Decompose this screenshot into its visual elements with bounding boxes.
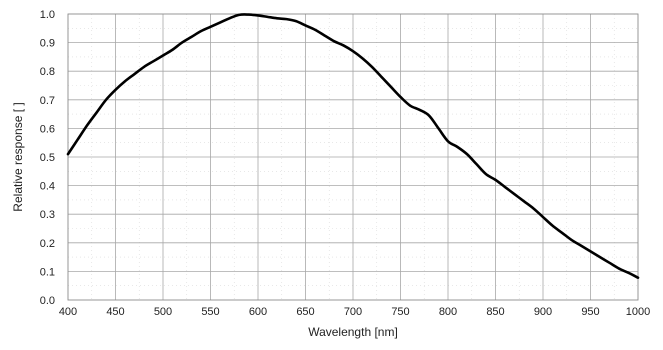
y-tick-label: 0.1 xyxy=(40,266,55,278)
y-tick-label: 0.8 xyxy=(40,66,55,78)
x-tick-label: 400 xyxy=(59,306,77,318)
y-axis-title: Relative response [ ] xyxy=(11,102,25,211)
y-axis-ticks: 0.0 0.1 0.2 0.3 0.4 0.5 0.6 0.7 0.8 0.9 1.0 xyxy=(40,9,55,307)
y-tick-label: 0.3 xyxy=(40,209,55,221)
series-line xyxy=(66,13,640,279)
y-tick-label: 1.0 xyxy=(40,9,55,21)
x-tick-label: 650 xyxy=(296,306,314,318)
x-tick-label: 550 xyxy=(201,306,219,318)
x-tick-label: 900 xyxy=(534,306,552,318)
y-tick-label: 0.7 xyxy=(40,95,55,107)
x-tick-label: 450 xyxy=(106,306,124,318)
x-axis-title: Wavelength [nm] xyxy=(308,325,398,339)
x-tick-label: 750 xyxy=(391,306,409,318)
y-tick-label: 0.0 xyxy=(40,295,55,307)
x-tick-label: 850 xyxy=(486,306,504,318)
x-tick-label: 700 xyxy=(344,306,362,318)
x-tick-label: 950 xyxy=(581,306,599,318)
x-tick-label: 800 xyxy=(439,306,457,318)
gridlines xyxy=(68,14,638,300)
y-tick-label: 0.4 xyxy=(40,181,55,193)
y-tick-label: 0.9 xyxy=(40,38,55,50)
x-tick-label: 1000 xyxy=(626,306,650,318)
y-tick-label: 0.5 xyxy=(40,152,55,164)
y-tick-label: 0.2 xyxy=(40,238,55,250)
x-axis-ticks: 400 450 500 550 600 650 700 750 800 850 900 950 1000 xyxy=(59,306,650,318)
y-tick-label: 0.6 xyxy=(40,123,55,135)
x-tick-label: 600 xyxy=(249,306,267,318)
x-tick-label: 500 xyxy=(154,306,172,318)
plot-area-frame xyxy=(67,13,639,301)
series-layer xyxy=(66,13,640,279)
